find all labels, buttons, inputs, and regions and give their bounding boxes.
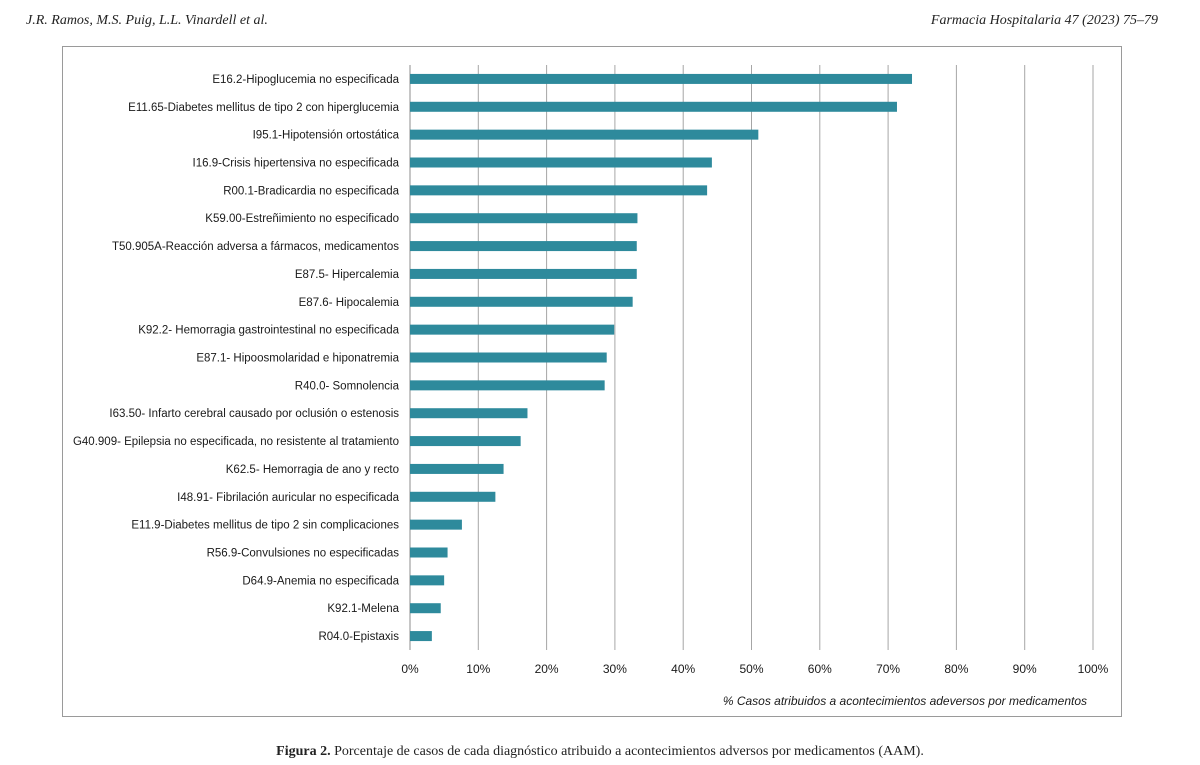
x-tick-label: 90%: [1013, 662, 1037, 676]
bar: [410, 241, 637, 252]
category-label: E16.2-Hipoglucemia no especificada: [212, 74, 399, 86]
x-tick-label: 60%: [808, 662, 832, 676]
bar: [410, 296, 633, 307]
bar: [410, 324, 615, 335]
bar: [410, 157, 712, 168]
bar: [410, 408, 528, 419]
category-label: E87.1- Hipoosmolaridad e hiponatremia: [196, 353, 399, 365]
category-label: T50.905A-Reacción adversa a fármacos, me…: [112, 241, 399, 253]
category-label: I95.1-Hipotensión ortostática: [253, 130, 400, 142]
category-label: E87.5- Hipercalemia: [295, 269, 400, 281]
x-tick-label: 30%: [603, 662, 627, 676]
category-label: E87.6- Hipocalemia: [299, 297, 400, 309]
category-label: D64.9-Anemia no especificada: [242, 575, 399, 587]
x-tick-label: 100%: [1078, 662, 1109, 676]
x-tick-label: 0%: [401, 662, 419, 676]
figure-frame: 0% 10% 20% 30% 40% 50% 60% 70% 80% 90% 100% E16.2-H…: [62, 46, 1122, 717]
category-label: E11.65-Diabetes mellitus de tipo 2 con h…: [128, 102, 399, 114]
bar: [410, 73, 913, 84]
category-label: K59.00-Estreñimiento no especificado: [205, 213, 399, 225]
x-tick-label: 80%: [944, 662, 968, 676]
bar: [410, 213, 638, 224]
caption-text: Porcentaje de casos de cada diagnóstico …: [334, 744, 924, 759]
bar: [410, 101, 897, 112]
category-label: I16.9-Crisis hipertensiva no especificad…: [193, 158, 400, 170]
bar: [410, 185, 708, 196]
category-label: I48.91- Fibrilación auricular no especif…: [177, 492, 399, 504]
bar: [410, 380, 605, 391]
bar: [410, 519, 462, 530]
figure-caption: Figura 2. Porcentaje de casos de cada di…: [0, 744, 1200, 760]
category-label: G40.909- Epilepsia no especificada, no r…: [73, 436, 399, 448]
category-label: K92.2- Hemorragia gastrointestinal no es…: [138, 325, 399, 337]
bar: [410, 436, 521, 447]
category-label: I63.50- Infarto cerebral causado por ocl…: [109, 408, 399, 420]
bar: [410, 575, 445, 586]
x-tick-label: 20%: [535, 662, 559, 676]
category-label: R04.0-Epistaxis: [318, 631, 399, 643]
x-tick-label: 70%: [876, 662, 900, 676]
bar: [410, 547, 448, 558]
caption-label: Figura 2.: [276, 744, 331, 759]
x-tick-label: 10%: [466, 662, 490, 676]
bar: [410, 463, 504, 474]
bar: [410, 352, 607, 363]
category-label: R40.0- Somnolencia: [295, 380, 400, 392]
x-axis-title: % Casos atribuidos a acontecimientos ade…: [723, 694, 1087, 708]
category-label: R56.9-Convulsiones no especificadas: [207, 548, 400, 560]
bar: [410, 491, 496, 502]
category-label: E11.9-Diabetes mellitus de tipo 2 sin co…: [131, 520, 399, 532]
category-label: R00.1-Bradicardia no especificada: [223, 185, 399, 197]
bar: [410, 603, 441, 614]
bar-chart: 0% 10% 20% 30% 40% 50% 60% 70% 80% 90% 100% E16.2-H…: [73, 65, 1109, 708]
header-authors: J.R. Ramos, M.S. Puig, L.L. Vinardell et…: [26, 13, 268, 28]
x-tick-label: 40%: [671, 662, 695, 676]
header-journal: Farmacia Hospitalaria 47 (2023) 75–79: [930, 13, 1158, 28]
bar: [410, 631, 432, 642]
category-label: K92.1-Melena: [327, 603, 399, 615]
x-tick-label: 50%: [739, 662, 763, 676]
bar: [410, 129, 759, 140]
bar: [410, 268, 637, 279]
category-label: K62.5- Hemorragia de ano y recto: [226, 464, 399, 476]
